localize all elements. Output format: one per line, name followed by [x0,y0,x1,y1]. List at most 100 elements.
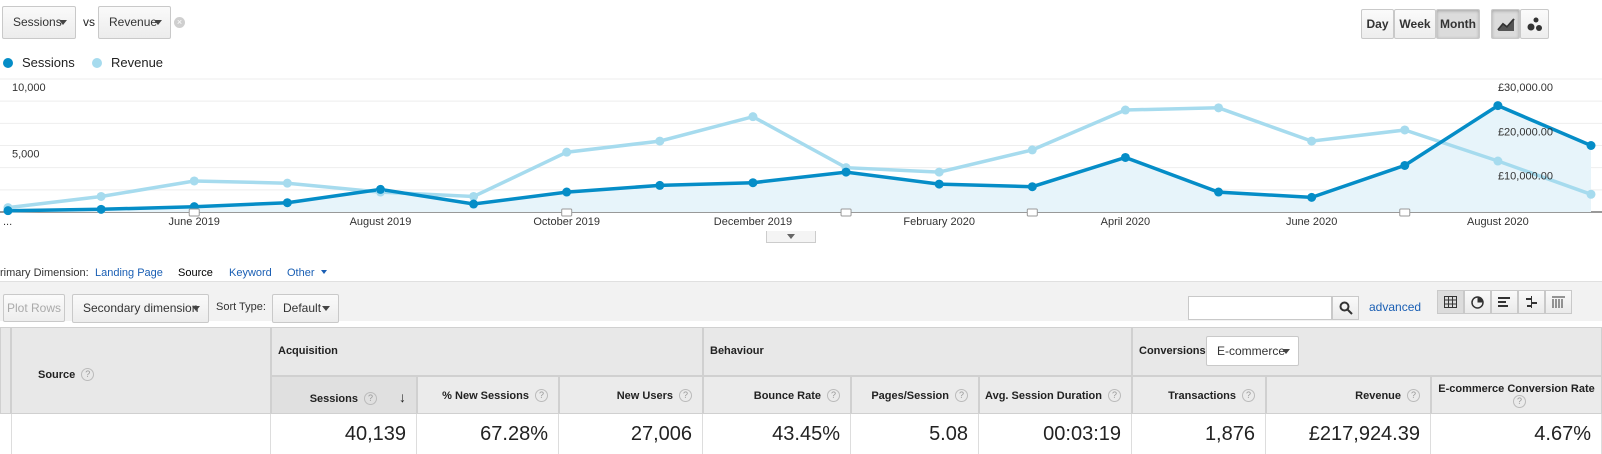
revenue-point [1120,105,1130,115]
revenue-point [1027,145,1037,155]
view-comparison-button[interactable] [1518,290,1545,314]
revenue-point [934,167,944,177]
search-button[interactable] [1332,296,1359,320]
conversion-type-dropdown[interactable]: E-commerce [1206,336,1299,366]
conversion-type-label: E-commerce [1217,344,1286,358]
column-header-new-users[interactable]: New Users? [559,376,703,414]
sessions-point [469,199,479,209]
column-header-pages-session[interactable]: Pages/Session? [851,376,979,414]
week-button[interactable]: Week [1394,9,1436,39]
sessions-points [3,101,1596,216]
sessions-point [96,204,106,214]
x-tick-label: February 2020 [903,216,975,228]
primary-metric-dropdown[interactable]: Sessions [2,6,76,39]
line-chart-toggle-button[interactable] [1491,9,1520,39]
total-cell: 40,139 [271,414,417,454]
column-header-label: E-commerce Conversion Rate [1438,383,1595,395]
view-pivot-button[interactable] [1545,290,1572,314]
comparison-icon [1526,296,1537,308]
view-performance-button[interactable] [1491,290,1518,314]
table-search-input[interactable] [1188,296,1332,320]
help-icon[interactable]: ? [81,368,95,381]
secondary-dimension-dropdown[interactable]: Secondary dimension [72,294,209,323]
chevron-down-icon [154,20,162,25]
sessions-legend-dot [3,58,13,68]
checkbox-column-header [0,327,11,414]
bubble-chart-icon [1527,17,1542,31]
chevron-down-icon [1282,349,1290,354]
help-icon[interactable]: ? [679,389,692,402]
secondary-metric-dropdown[interactable]: Revenue [98,6,171,39]
annotation-icon [1026,208,1038,217]
revenue-point [1400,125,1410,135]
motion-chart-toggle-button[interactable] [1520,9,1549,39]
legend-revenue[interactable]: Revenue [92,55,163,70]
column-header-avg-session-duration[interactable]: Avg. Session Duration? [979,376,1132,414]
column-header-sessions[interactable]: Sessions? ↓ [271,376,417,414]
sessions-point [1307,192,1317,202]
column-header-revenue[interactable]: Revenue? [1266,376,1431,414]
chevron-down-icon [320,270,327,274]
help-icon[interactable]: ? [364,392,377,405]
dimension-other[interactable]: Other [287,267,327,279]
help-icon[interactable]: ? [1108,389,1121,402]
remove-comparison-icon[interactable]: × [174,17,185,28]
day-button[interactable]: Day [1361,9,1394,39]
chevron-down-icon [192,306,200,311]
chart-collapse-handle[interactable] [766,231,816,243]
revenue-point [1493,156,1503,166]
sessions-point [375,184,385,194]
help-icon[interactable]: ? [827,389,840,402]
y-right-tick-label: £10,000.00 [1498,171,1553,183]
revenue-point [282,178,292,188]
column-header-e-commerce-conversion-rate[interactable]: E-commerce Conversion Rate? [1431,376,1602,414]
help-icon[interactable]: ? [535,389,548,402]
search-icon [1339,301,1353,315]
column-header-label: Pages/Session [871,390,949,402]
annotation-icon [188,208,200,217]
conversions-group-header: Conversions E-commerce [1132,327,1602,376]
plot-rows-button[interactable]: Plot Rows [3,294,65,322]
total-cell: 67.28% [417,414,559,454]
dimension-source[interactable]: Source [178,267,213,279]
source-column-header[interactable]: Source? [11,327,271,414]
advanced-search-link[interactable]: advanced [1369,300,1422,314]
legend-sessions[interactable]: Sessions [3,55,75,70]
help-icon[interactable]: ? [955,389,968,402]
help-icon[interactable]: ? [1242,389,1255,402]
month-button[interactable]: Month [1436,9,1480,39]
x-tick-label: October 2019 [533,216,600,228]
column-header-label: Transactions [1168,390,1236,402]
y-left-tick-label: 10,000 [12,82,46,94]
revenue-point [1586,189,1596,199]
help-icon[interactable]: ? [1513,395,1526,408]
dimension-keyword[interactable]: Keyword [229,267,272,279]
total-cell: 27,006 [559,414,703,454]
pie-chart-icon [1471,296,1484,309]
column-header--new-sessions[interactable]: % New Sessions? [417,376,559,414]
revenue-point [655,136,665,146]
view-table-button[interactable] [1437,290,1464,314]
help-icon[interactable]: ? [1407,389,1420,402]
x-tick-label: ... [3,216,12,228]
revenue-point [96,191,106,201]
behaviour-group-header: Behaviour [703,327,1132,376]
source-header-label: Source [38,369,76,381]
column-header-label: Revenue [1355,390,1401,402]
table-view-icon [1444,296,1457,308]
column-header-label: Sessions [309,393,358,405]
x-tick-label: August 2020 [1467,216,1529,228]
bar-chart-icon [1498,297,1510,307]
revenue-point [748,112,758,122]
sort-type-dropdown[interactable]: Default [272,294,339,323]
revenue-point [562,147,572,157]
sort-type-value: Default [283,301,322,315]
column-header-bounce-rate[interactable]: Bounce Rate? [703,376,851,414]
view-pie-button[interactable] [1464,290,1491,314]
dimension-other-label: Other [287,267,315,279]
total-cell: 4.67% [1431,414,1602,454]
column-header-transactions[interactable]: Transactions? [1132,376,1266,414]
revenue-point [469,191,479,201]
sessions-point [1400,160,1410,170]
dimension-landing-page[interactable]: Landing Page [95,267,163,279]
